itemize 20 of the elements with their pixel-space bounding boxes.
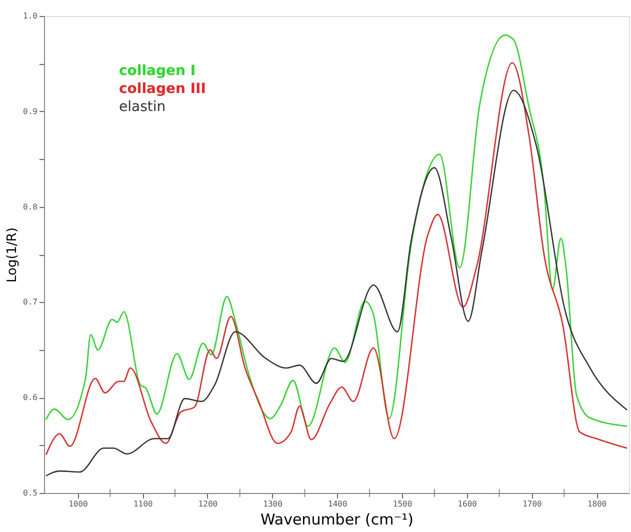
y-tick-label: 0.7 [23,298,38,307]
y-axis-title: Log(1/R) [5,227,20,283]
x-tick-label: 1400 [328,500,348,508]
text: collagen III [119,81,206,97]
y-tick-label: 0.8 [23,202,38,212]
text: collagen I [119,63,196,79]
x-tick-label: 1800 [587,500,607,508]
x-tick-label: 1300 [263,500,283,508]
y-tick-label: 0.9 [23,106,38,116]
y-tick-label: 0.6 [23,393,38,402]
x-tick-label: 1200 [198,500,218,508]
x-tick-label: 1500 [392,500,412,508]
y-tick-label: 0.5 [23,488,38,498]
x-tick-label: 1000 [68,500,88,508]
x-axis-title: Wavenumber (cm⁻¹) [260,510,414,528]
x-tick-label: 1600 [458,500,478,508]
text: elastin [119,99,166,115]
x-tick-label: 1700 [522,500,542,508]
x-tick-label: 1100 [133,500,153,508]
y-tick-label: 1.0 [23,12,38,20]
